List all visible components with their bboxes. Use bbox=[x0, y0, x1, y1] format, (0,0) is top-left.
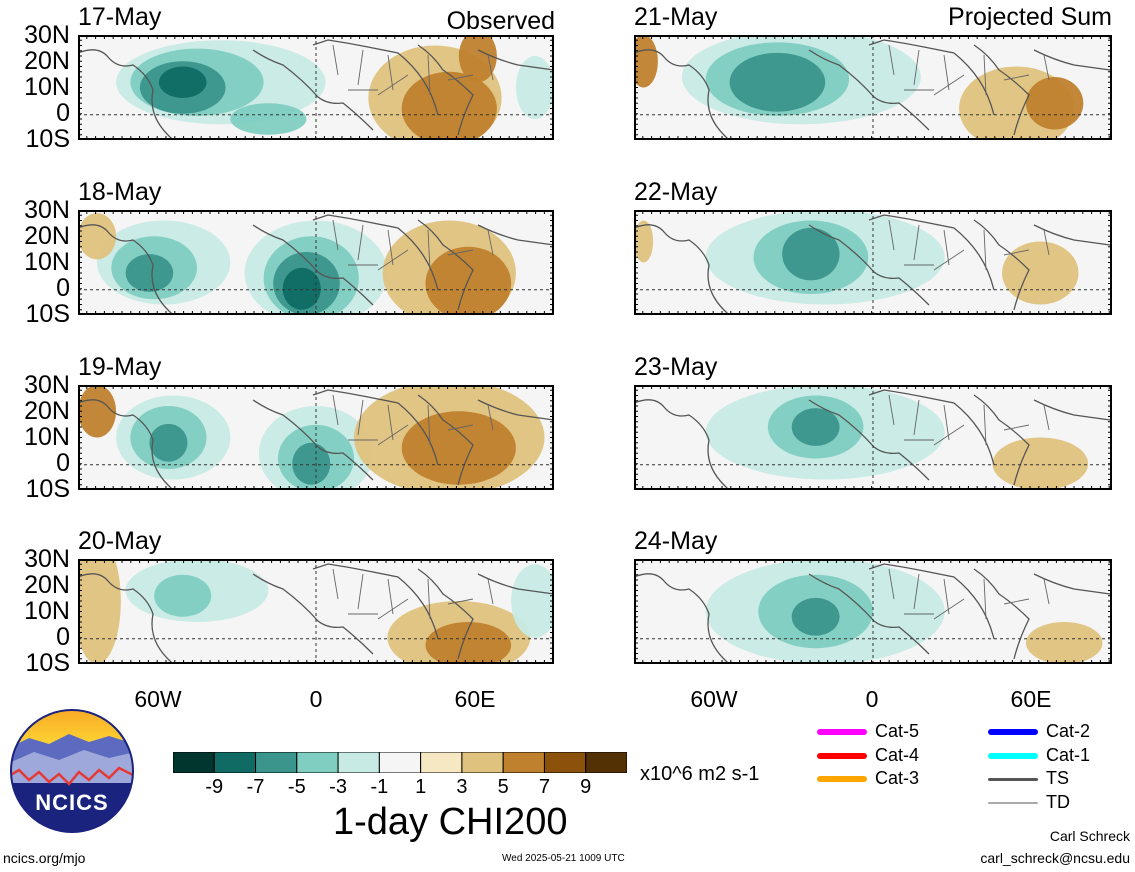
latitude-label: 20N bbox=[24, 397, 70, 425]
longitude-label: 60W bbox=[690, 686, 738, 712]
latitude-label: 10S bbox=[25, 125, 70, 153]
ncics-logo bbox=[10, 709, 134, 833]
longitude-label: 60W bbox=[134, 686, 182, 712]
panel-date-label: 22-May bbox=[634, 178, 718, 206]
track-legend-line bbox=[817, 753, 867, 759]
colorbar-units: x10^6 m2 s-1 bbox=[640, 763, 760, 785]
panel-date-label: 17-May bbox=[78, 3, 162, 31]
track-legend-line bbox=[988, 802, 1038, 804]
colorbar-tick-label: -5 bbox=[287, 776, 306, 798]
colorbar-tick-label: 1 bbox=[415, 776, 427, 798]
latitude-label: 0 bbox=[56, 449, 70, 477]
track-legend-label: Cat-4 bbox=[875, 745, 920, 765]
footer-email: carl_schreck@ncsu.edu bbox=[980, 850, 1130, 866]
panel-date-label: 21-May bbox=[634, 3, 718, 31]
footer-author: Carl Schreck bbox=[1049, 828, 1130, 844]
track-legend-label: Cat-3 bbox=[875, 768, 920, 788]
latitude-label: 30N bbox=[24, 371, 70, 399]
longitude-label: 60E bbox=[1010, 686, 1052, 712]
latitude-label: 10S bbox=[25, 649, 70, 677]
track-legend-line bbox=[817, 776, 867, 782]
panel-date-label: 18-May bbox=[78, 178, 162, 206]
latitude-label: 0 bbox=[56, 274, 70, 302]
observed-header: Observed bbox=[446, 7, 555, 35]
latitude-label: 10N bbox=[24, 248, 70, 276]
colorbar-tick-label: -3 bbox=[329, 776, 347, 798]
map-panel bbox=[78, 385, 554, 490]
latitude-label: 10S bbox=[25, 475, 70, 503]
latitude-label: 30N bbox=[24, 545, 70, 573]
colorbar-tick-label: 3 bbox=[456, 776, 468, 798]
footer-url: ncics.org/mjo bbox=[3, 850, 86, 866]
longitude-label: 0 bbox=[309, 686, 323, 712]
panel-date-label: 19-May bbox=[78, 353, 162, 381]
longitude-label: 60E bbox=[454, 686, 496, 712]
panel-date-label: 24-May bbox=[634, 527, 718, 555]
colorbar-tick-label: -1 bbox=[370, 776, 389, 798]
map-panel bbox=[634, 35, 1112, 140]
latitude-label: 20N bbox=[24, 222, 70, 250]
latitude-label: 30N bbox=[24, 196, 70, 224]
track-legend-line bbox=[817, 729, 867, 735]
latitude-label: 20N bbox=[24, 47, 70, 75]
track-legend-label: TS bbox=[1046, 768, 1070, 788]
colorbar-tick-label: 9 bbox=[580, 776, 592, 798]
chart-title: 1-day CHI200 bbox=[333, 801, 568, 843]
logo-text: NCICS bbox=[35, 790, 109, 815]
footer-timestamp: Wed 2025-05-21 1009 UTC bbox=[502, 853, 625, 864]
track-legend-label: Cat-1 bbox=[1046, 745, 1091, 765]
projected-header: Projected Sum bbox=[948, 3, 1112, 31]
colorbar-tick-label: -9 bbox=[205, 776, 224, 798]
panel-date-label: 23-May bbox=[634, 353, 718, 381]
colorbar-tick-label: 5 bbox=[497, 776, 509, 798]
colorbar bbox=[173, 752, 627, 773]
colorbar-tick-label: -7 bbox=[246, 776, 265, 798]
track-legend-line bbox=[988, 753, 1038, 759]
track-legend-line bbox=[988, 729, 1038, 735]
track-legend-label: Cat-5 bbox=[875, 721, 920, 741]
latitude-label: 0 bbox=[56, 623, 70, 651]
map-panel bbox=[78, 210, 554, 315]
map-panel bbox=[634, 385, 1112, 490]
latitude-label: 20N bbox=[24, 571, 70, 599]
map-panel bbox=[634, 210, 1112, 315]
map-panel bbox=[78, 559, 554, 664]
track-legend-label: Cat-2 bbox=[1046, 721, 1091, 741]
latitude-label: 10N bbox=[24, 73, 70, 101]
latitude-label: 10N bbox=[24, 423, 70, 451]
map-panel bbox=[78, 35, 554, 140]
track-legend-label: TD bbox=[1046, 792, 1070, 812]
panel-date-label: 20-May bbox=[78, 527, 162, 555]
map-panel bbox=[634, 559, 1112, 664]
longitude-label: 0 bbox=[865, 686, 879, 712]
latitude-label: 10N bbox=[24, 597, 70, 625]
latitude-label: 0 bbox=[56, 99, 70, 127]
colorbar-tick-label: 7 bbox=[538, 776, 551, 798]
latitude-label: 30N bbox=[24, 21, 70, 49]
track-legend-line bbox=[988, 778, 1038, 781]
latitude-label: 10S bbox=[25, 300, 70, 328]
